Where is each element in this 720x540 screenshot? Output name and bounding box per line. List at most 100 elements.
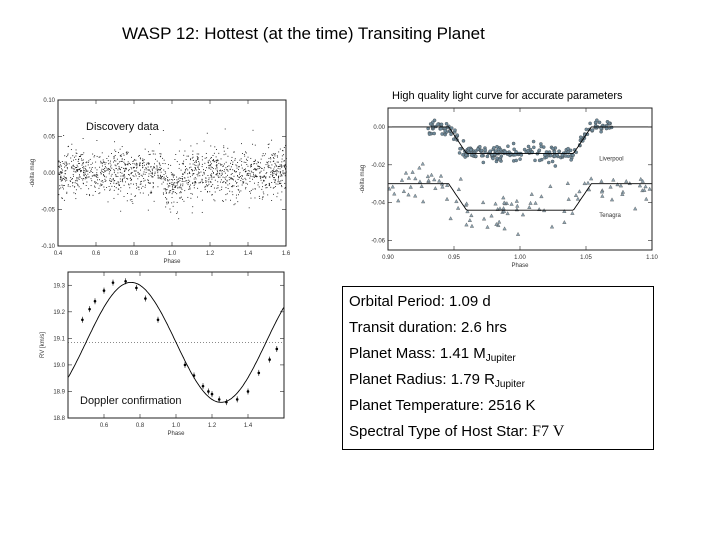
data-point [169,185,171,187]
data-point [187,176,189,178]
data-point [201,180,203,182]
data-point [268,176,270,178]
data-point [115,175,117,177]
data-point [237,168,239,170]
data-point [152,176,154,178]
data-point [221,189,223,191]
data-point [174,159,176,160]
liverpool-point [566,146,570,151]
data-point [182,178,183,180]
data-point [101,184,103,186]
data-point [248,175,250,176]
data-point [157,186,159,188]
data-point [209,165,211,167]
tenagra-point [445,183,450,187]
data-point [180,183,182,185]
data-point [134,159,136,161]
data-point [138,189,140,191]
data-point [83,166,85,168]
data-point [222,200,223,202]
data-point [187,196,189,198]
data-point [241,184,243,186]
data-point [142,166,144,168]
data-point [279,148,281,150]
hq-caption: High quality light curve for accurate pa… [392,90,623,102]
data-point [246,164,248,165]
data-point [190,197,192,199]
data-point [123,161,125,163]
data-point [217,172,219,174]
data-point [227,147,229,149]
data-point [265,164,267,166]
data-point [277,161,279,163]
data-point [77,160,79,162]
data-point [120,180,122,182]
data-point [230,160,232,161]
data-point [205,177,207,179]
data-point [149,182,151,184]
data-point [93,156,95,158]
data-point [142,160,143,161]
data-point [65,165,67,167]
liverpool-point [481,160,486,165]
data-point [79,176,81,178]
data-point [222,176,224,178]
data-point [261,168,263,169]
data-point [139,169,141,171]
data-point [200,171,202,173]
data-point [157,172,159,174]
data-point [195,182,197,184]
data-point [127,161,129,163]
data-point [169,208,171,210]
rv-point [93,299,97,303]
data-point [127,193,128,194]
tenagra-point [502,200,507,205]
tenagra-point [505,211,510,216]
data-point [232,185,234,187]
data-point [232,164,234,165]
data-point [128,183,129,185]
data-point [160,155,162,157]
data-point [281,166,283,168]
data-point [129,178,131,179]
data-point [199,181,201,183]
tenagra-point [599,189,604,194]
data-point [109,168,111,170]
tenagra-point [481,200,486,204]
tenagra-point [643,184,648,189]
tenagra-point [640,178,645,183]
data-point [178,186,180,188]
data-point [278,165,280,167]
data-point [198,162,200,164]
data-point [239,172,241,174]
liverpool-point [511,141,516,146]
liverpool-point [432,131,436,136]
data-point [75,171,77,173]
data-point [148,175,150,177]
data-point [170,172,172,174]
data-point [98,187,100,189]
data-point [82,167,84,169]
data-point [193,173,195,175]
data-point [99,156,101,158]
data-point [120,169,121,171]
data-point [79,156,81,157]
data-point [147,162,149,164]
data-point [159,143,160,145]
data-point [76,169,78,171]
data-point [59,174,61,176]
data-point [172,175,174,177]
tenagra-point [509,201,514,206]
data-point [267,167,269,169]
data-point [280,171,281,173]
data-point [208,179,210,181]
data-point [96,140,98,141]
doppler-label: Doppler confirmation [78,395,184,407]
data-point [273,186,275,188]
liverpool-point [526,144,531,149]
liverpool-point [491,156,495,161]
data-point [152,173,154,175]
liverpool-point [526,148,530,153]
data-point [142,160,144,162]
data-point [197,158,199,160]
